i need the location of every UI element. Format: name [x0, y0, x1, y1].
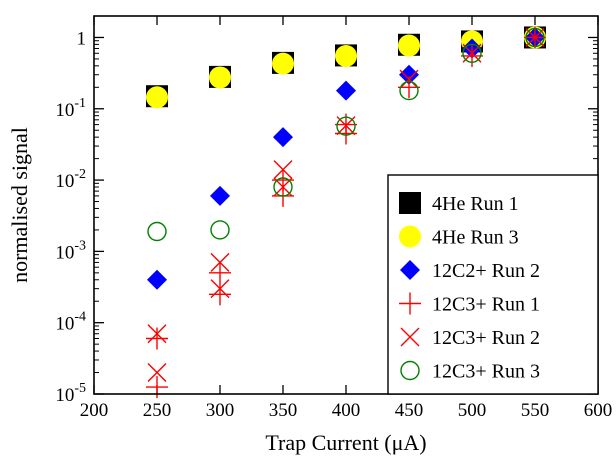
data-point — [336, 116, 356, 136]
x-tick-label: 200 — [80, 400, 109, 421]
legend: 4He Run 1 4He Run 3 12C2+ Run 2 12C3+ Run 1… — [387, 174, 599, 395]
y-tick-label: 10-2 — [55, 167, 86, 192]
data-point — [462, 43, 482, 63]
data-point — [147, 324, 167, 344]
data-point — [399, 80, 419, 101]
data-point — [210, 185, 230, 206]
data-point — [273, 127, 293, 148]
legend-label: 12C3+ Run 3 — [432, 361, 540, 383]
x-tick-label: 300 — [206, 400, 235, 421]
x-tick-label: 450 — [395, 400, 424, 421]
data-point — [399, 64, 419, 85]
legend-marker — [399, 225, 421, 248]
legend-box — [387, 174, 599, 395]
data-point — [272, 52, 294, 75]
y-axis-title: normalised signal — [7, 127, 32, 283]
data-point — [147, 221, 167, 242]
data-point — [210, 252, 230, 272]
legend-label: 12C2+ Run 2 — [432, 260, 540, 282]
data-point — [461, 44, 483, 67]
data-point — [273, 160, 293, 180]
data-point — [209, 66, 231, 89]
legend-marker — [399, 292, 421, 315]
x-axis-title: Trap Current (μA) — [265, 430, 426, 455]
y-tick-label: 10-4 — [55, 310, 86, 335]
y-tick-label: 10-1 — [55, 96, 86, 121]
legend-marker — [399, 192, 421, 214]
data-point — [147, 363, 167, 383]
data-point — [209, 261, 231, 284]
data-point — [335, 44, 357, 67]
x-tick-label: 250 — [143, 400, 172, 421]
points-layer — [146, 26, 546, 399]
legend-label: 12C3+ Run 1 — [432, 294, 540, 316]
data-point — [209, 283, 231, 306]
legend-marker — [400, 360, 420, 381]
data-point — [147, 269, 167, 290]
data-point — [525, 27, 545, 48]
y-tick-label: 10-5 — [55, 381, 86, 406]
x-tick-label: 400 — [332, 400, 361, 421]
data-point — [146, 327, 168, 350]
y-tick-label: 1 — [77, 28, 87, 49]
data-point — [399, 69, 419, 89]
data-point — [210, 279, 230, 299]
legend-marker — [400, 327, 420, 347]
data-point — [398, 34, 420, 57]
x-tick-label: 350 — [269, 400, 298, 421]
data-point — [273, 177, 293, 197]
x-tick-label: 500 — [458, 400, 487, 421]
legend-label: 12C3+ Run 2 — [432, 327, 540, 349]
y-tick-label: 10-3 — [55, 238, 86, 263]
data-point — [210, 220, 230, 240]
data-point — [146, 86, 168, 109]
x-tick-label: 600 — [584, 400, 613, 421]
series-5 — [147, 27, 545, 242]
data-point — [336, 80, 356, 101]
legend-marker — [400, 260, 420, 280]
legend-label: 4He Run 1 — [432, 193, 519, 215]
legend-items: 4He Run 1 4He Run 3 12C2+ Run 2 12C3+ Run 1… — [399, 192, 540, 383]
legend-label: 4He Run 3 — [432, 227, 519, 249]
x-tick-label: 550 — [521, 400, 550, 421]
